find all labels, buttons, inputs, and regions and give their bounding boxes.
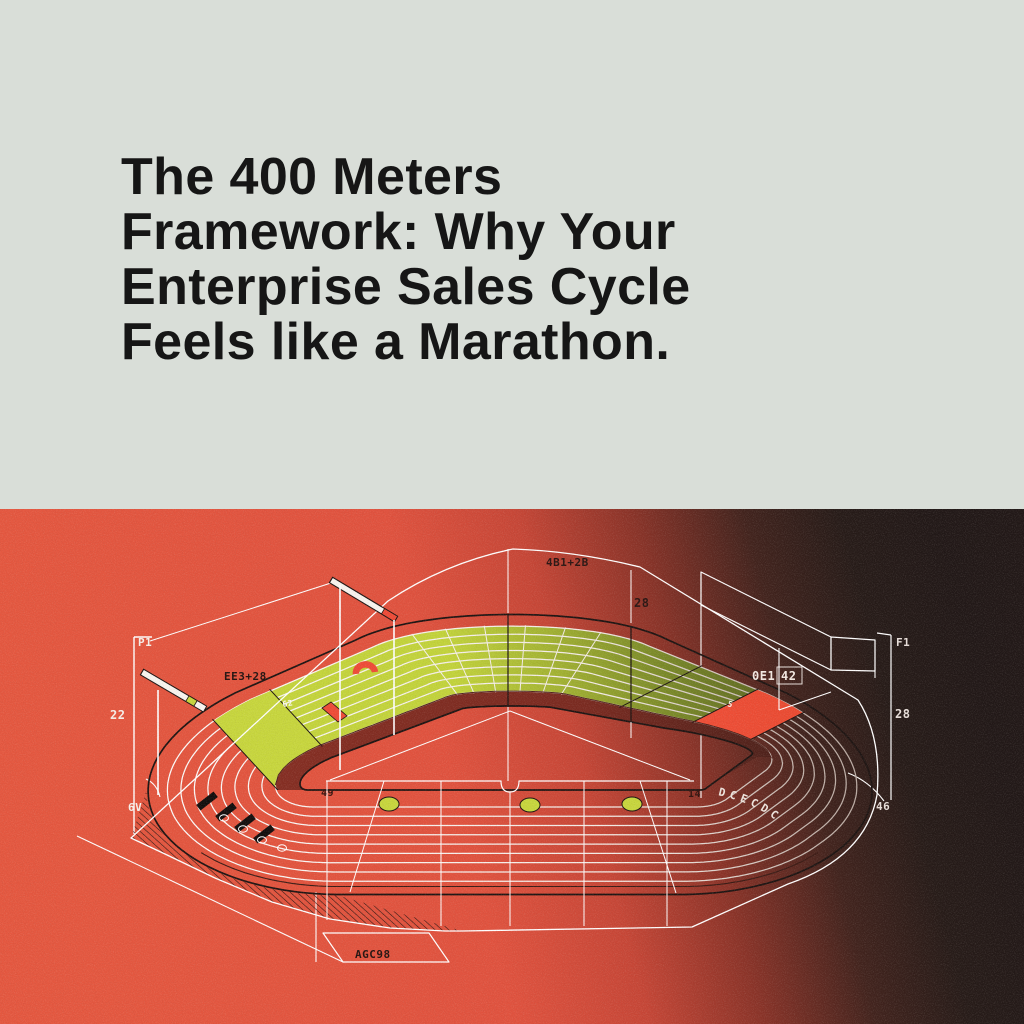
title-line-4: Feels like a Marathon. [121, 313, 671, 371]
film-grain-dark-overlay [0, 509, 1024, 1024]
title-line-2: Framework: Why Your [121, 203, 676, 261]
title-line-3: Enterprise Sales Cycle [121, 258, 691, 316]
top-band: The 400 Meters Framework: Why Your Enter… [0, 0, 1024, 509]
title-line-1: The 400 Meters [121, 148, 503, 206]
poster-title: The 400 Meters Framework: Why Your Enter… [121, 150, 691, 370]
track-illustration: 4B1+2B 28 EE3+28 0E1 42 P1 22 6V F1 28 4… [0, 509, 1024, 1024]
